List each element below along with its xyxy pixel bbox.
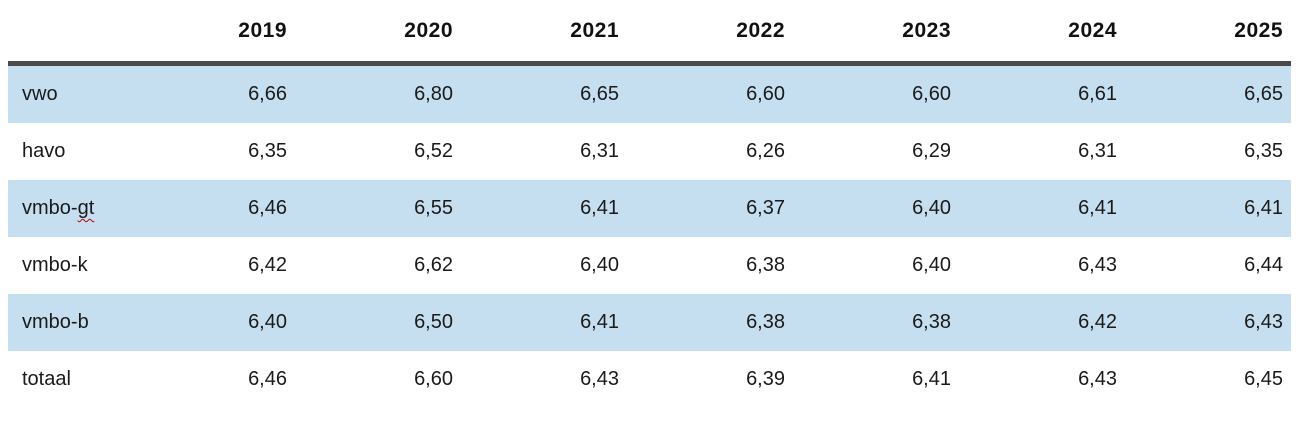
table-body: vwo 6,66 6,80 6,65 6,60 6,60 6,61 6,65 h… [8, 63, 1291, 409]
cell-value: 6,37 [627, 180, 793, 237]
header-row: 2019 2020 2021 2022 2023 2024 2025 [8, 0, 1291, 66]
year-header-2022: 2022 [627, 0, 793, 66]
corner-cell [8, 0, 129, 66]
year-header-2023: 2023 [793, 0, 959, 66]
cell-value: 6,45 [1244, 368, 1283, 390]
grades-by-year-table: 2019 2020 2021 2022 2023 2024 2025 vwo 6… [8, 0, 1291, 408]
cell-value: 6,65 [1125, 63, 1291, 123]
cell-value: 6,46 [248, 368, 287, 390]
cell-value: 6,40 [129, 294, 295, 351]
table-row-vmbo-gt: vmbo-gt 6,46 6,55 6,41 6,37 6,40 6,41 6,… [8, 180, 1291, 237]
table-header: 2019 2020 2021 2022 2023 2024 2025 [8, 0, 1291, 66]
cell-value: 6,31 [580, 140, 619, 162]
cell-value: 6,43 [580, 368, 619, 390]
cell-value: 6,43 [1125, 294, 1291, 351]
cell-value: 6,80 [295, 63, 461, 123]
cell-value: 6,41 [959, 180, 1125, 237]
cell-value: 6,35 [1244, 140, 1283, 162]
year-header-2025: 2025 [1125, 0, 1291, 66]
cell-value: 6,41 [461, 294, 627, 351]
cell-value: 6,41 [1125, 180, 1291, 237]
cell-value: 6,65 [461, 63, 627, 123]
cell-value: 6,39 [746, 368, 785, 390]
cell-value: 6,41 [461, 180, 627, 237]
cell-value: 6,66 [129, 63, 295, 123]
cell-value: 6,43 [1078, 254, 1117, 276]
year-header-2021: 2021 [461, 0, 627, 66]
year-header-2019: 2019 [129, 0, 295, 66]
row-label: totaal [22, 368, 71, 390]
table-row-totaal: totaal 6,46 6,60 6,43 6,39 6,41 6,43 6,4… [8, 351, 1291, 408]
row-label: vmbo-gt [8, 180, 129, 237]
cell-value: 6,60 [793, 63, 959, 123]
cell-value: 6,61 [959, 63, 1125, 123]
cell-value: 6,43 [1078, 368, 1117, 390]
cell-value: 6,42 [248, 254, 287, 276]
table-row-vwo: vwo 6,66 6,80 6,65 6,60 6,60 6,61 6,65 [8, 63, 1291, 123]
cell-value: 6,40 [793, 180, 959, 237]
row-label: vmbo-k [22, 254, 88, 276]
cell-value: 6,40 [912, 254, 951, 276]
cell-value: 6,42 [959, 294, 1125, 351]
cell-value: 6,60 [627, 63, 793, 123]
cell-value: 6,38 [746, 254, 785, 276]
year-header-2024: 2024 [959, 0, 1125, 66]
table-row-vmbo-k: vmbo-k 6,42 6,62 6,40 6,38 6,40 6,43 6,4… [8, 237, 1291, 294]
row-label-text: vmbo- [22, 197, 78, 219]
cell-value: 6,29 [912, 140, 951, 162]
cell-value: 6,46 [129, 180, 295, 237]
row-label: havo [22, 140, 66, 162]
cell-value: 6,60 [414, 368, 453, 390]
cell-value: 6,55 [295, 180, 461, 237]
row-label: vwo [8, 63, 129, 123]
cell-value: 6,52 [414, 140, 453, 162]
row-label: vmbo-b [8, 294, 129, 351]
cell-value: 6,40 [580, 254, 619, 276]
year-header-2020: 2020 [295, 0, 461, 66]
cell-value: 6,41 [912, 368, 951, 390]
cell-value: 6,44 [1244, 254, 1283, 276]
cell-value: 6,35 [248, 140, 287, 162]
table-row-vmbo-b: vmbo-b 6,40 6,50 6,41 6,38 6,38 6,42 6,4… [8, 294, 1291, 351]
table-row-havo: havo 6,35 6,52 6,31 6,26 6,29 6,31 6,35 [8, 123, 1291, 180]
cell-value: 6,26 [746, 140, 785, 162]
cell-value: 6,38 [793, 294, 959, 351]
cell-value: 6,31 [1078, 140, 1117, 162]
cell-value: 6,50 [295, 294, 461, 351]
cell-value: 6,62 [414, 254, 453, 276]
cell-value: 6,38 [627, 294, 793, 351]
spellcheck-underlined-text: gt [77, 197, 95, 219]
